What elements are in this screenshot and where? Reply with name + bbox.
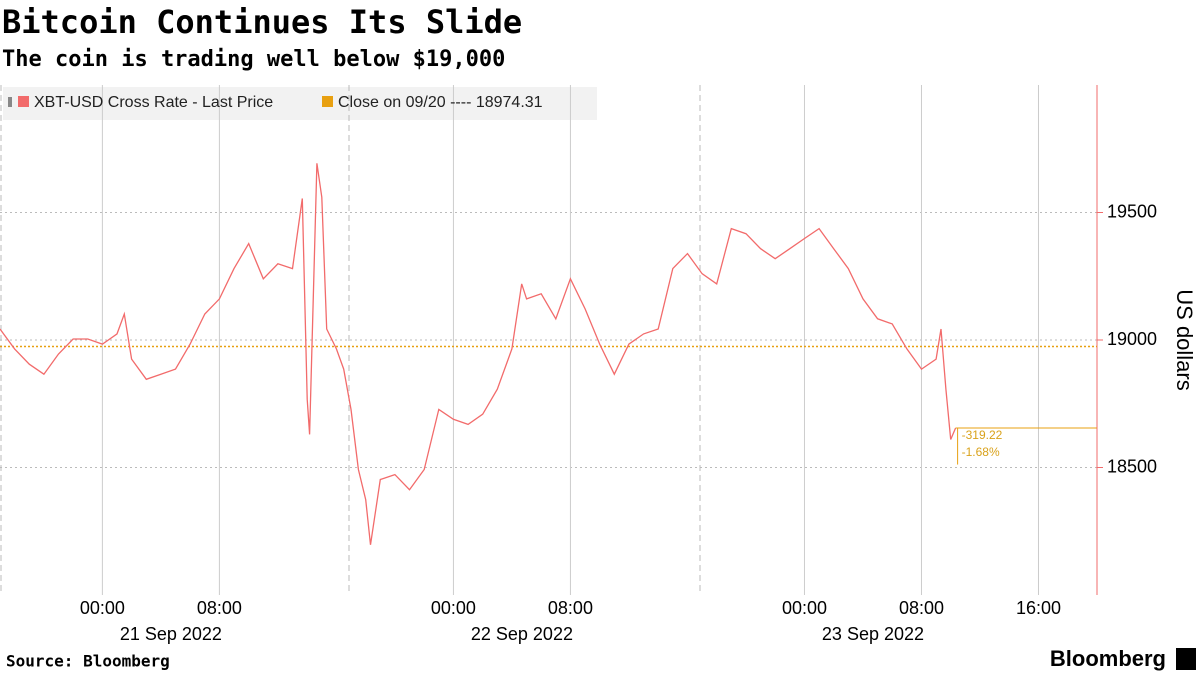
y-tick-label: 19000: [1107, 329, 1157, 349]
x-tick-label: 08:00: [197, 598, 242, 618]
y-axis-label: US dollars: [1172, 289, 1197, 390]
y-tick-label: 19500: [1107, 201, 1157, 221]
legend-label: Close on 09/20 ---- 18974.31: [338, 94, 543, 111]
x-tick-label: 00:00: [80, 598, 125, 618]
y-tick-label: 18500: [1107, 456, 1157, 476]
price-line: [0, 163, 957, 545]
legend-swatch: [8, 97, 12, 107]
date-label: 23 Sep 2022: [822, 624, 924, 644]
legend-swatch: [18, 96, 29, 107]
change-label: -319.22: [962, 428, 1003, 442]
date-label: 22 Sep 2022: [471, 624, 573, 644]
change-label: -1.68%: [962, 445, 1000, 459]
x-tick-label: 08:00: [548, 598, 593, 618]
x-tick-label: 00:00: [431, 598, 476, 618]
x-tick-label: 00:00: [782, 598, 827, 618]
chart-subtitle: The coin is trading well below $19,000: [2, 47, 505, 72]
legend-label: XBT-USD Cross Rate - Last Price: [34, 94, 273, 111]
legend-swatch: [322, 96, 333, 107]
brand: Bloomberg: [1050, 646, 1166, 671]
x-tick-label: 08:00: [899, 598, 944, 618]
brand-icon: [1176, 648, 1196, 670]
source: Source: Bloomberg: [6, 652, 170, 671]
chart-title: Bitcoin Continues Its Slide: [2, 3, 522, 41]
date-label: 21 Sep 2022: [120, 624, 222, 644]
x-tick-label: 16:00: [1016, 598, 1061, 618]
